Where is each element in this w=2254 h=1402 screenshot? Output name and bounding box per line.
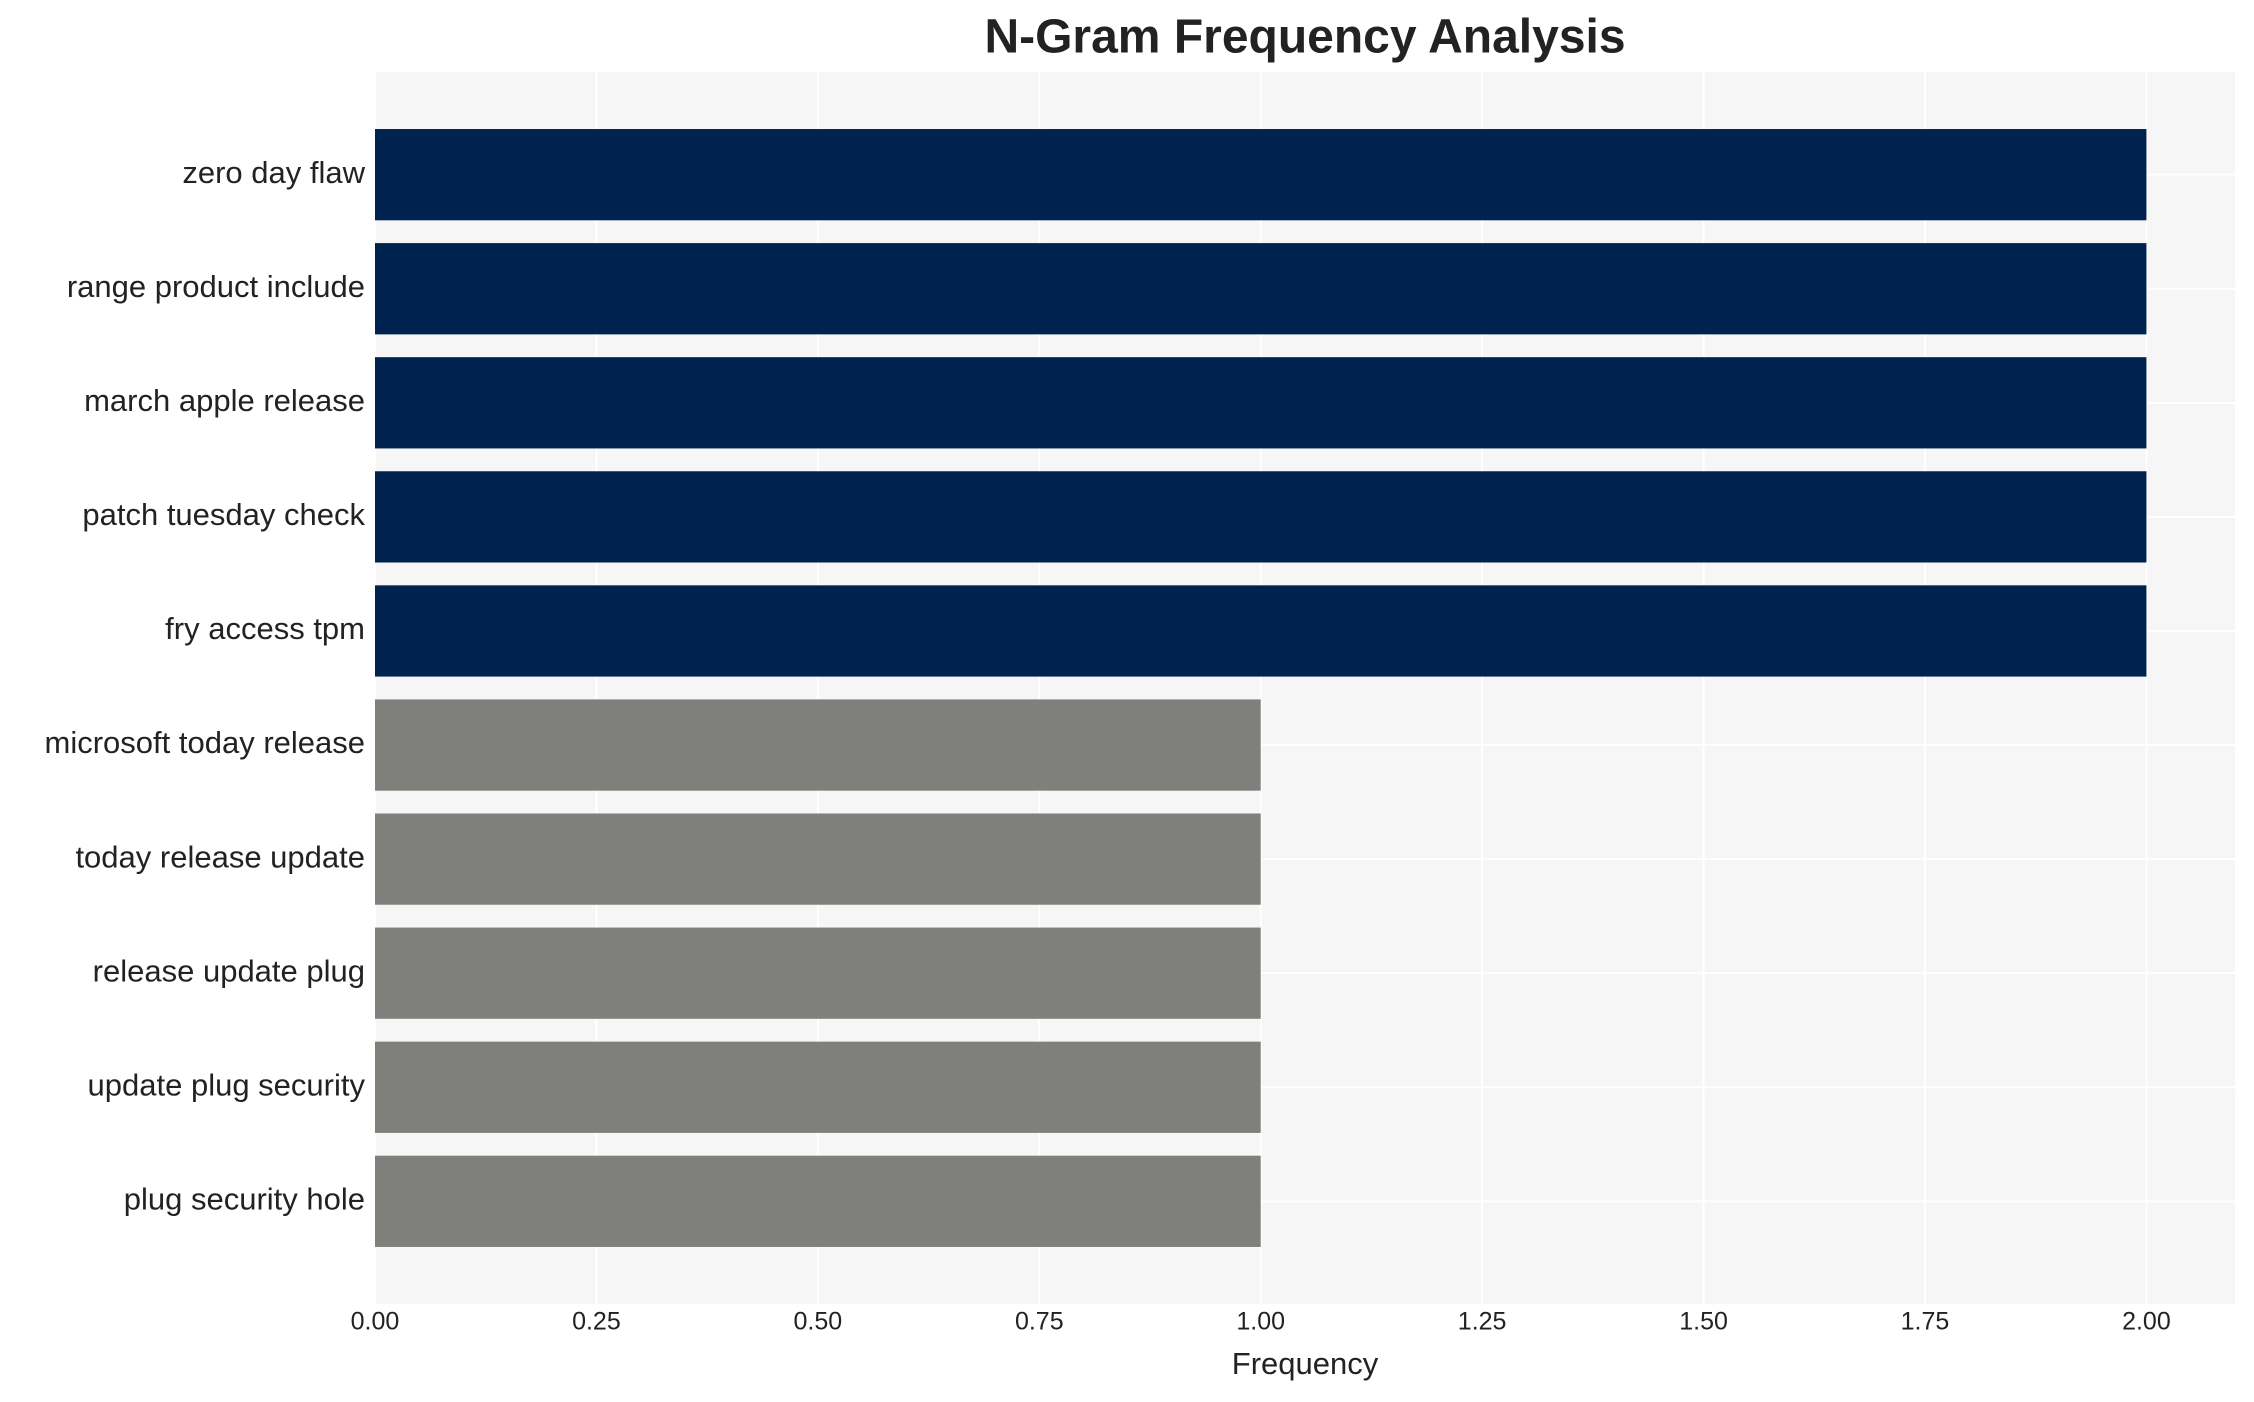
y-tick-label: today release update bbox=[75, 839, 365, 874]
bar bbox=[375, 927, 1261, 1019]
x-axis-label: Frequency bbox=[1232, 1346, 1379, 1381]
x-tick-label: 0.25 bbox=[572, 1308, 621, 1336]
bar bbox=[375, 1155, 1261, 1247]
bar bbox=[375, 813, 1261, 905]
x-tick-label: 1.75 bbox=[1901, 1308, 1950, 1336]
chart-title: N-Gram Frequency Analysis bbox=[984, 11, 1625, 64]
x-tick-label: 0.00 bbox=[351, 1308, 400, 1336]
bar bbox=[375, 1041, 1261, 1133]
x-tick-label: 1.00 bbox=[1236, 1308, 1285, 1336]
y-tick-label: zero day flaw bbox=[182, 155, 365, 190]
y-tick-label: plug security hole bbox=[124, 1182, 365, 1217]
y-tick-label: release update plug bbox=[93, 953, 365, 988]
x-tick-label: 1.50 bbox=[1679, 1308, 1728, 1336]
y-tick-label: fry access tpm bbox=[165, 611, 365, 646]
bar bbox=[375, 129, 2147, 221]
bar bbox=[375, 357, 2147, 449]
bar bbox=[375, 699, 1261, 791]
x-tick-label: 1.25 bbox=[1458, 1308, 1507, 1336]
bar bbox=[375, 471, 2147, 563]
y-tick-label: microsoft today release bbox=[45, 725, 365, 760]
y-tick-label: patch tuesday check bbox=[82, 497, 365, 532]
bar bbox=[375, 585, 2147, 677]
y-tick-label: march apple release bbox=[84, 383, 365, 418]
x-tick-label: 0.75 bbox=[1015, 1308, 1064, 1336]
y-tick-label: range product include bbox=[67, 269, 365, 304]
x-tick-label: 0.50 bbox=[794, 1308, 843, 1336]
bar bbox=[375, 243, 2147, 335]
y-tick-label: update plug security bbox=[88, 1067, 366, 1102]
x-tick-label: 2.00 bbox=[2122, 1308, 2171, 1336]
